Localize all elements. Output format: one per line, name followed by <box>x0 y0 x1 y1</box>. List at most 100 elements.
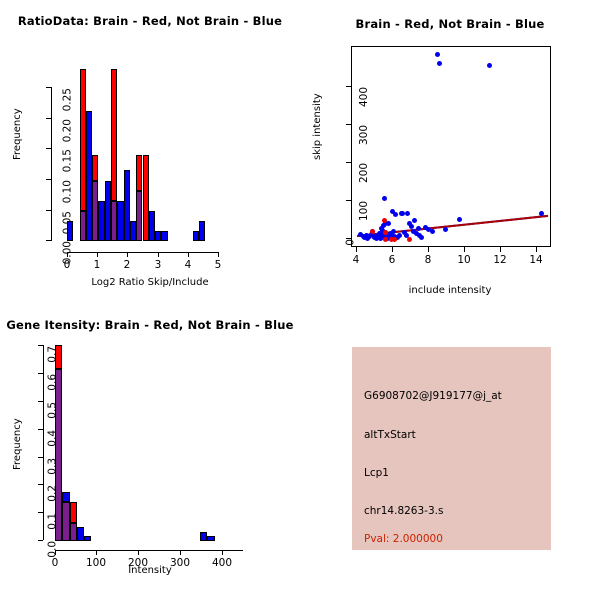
y-tick-1 <box>46 210 51 211</box>
gene-intensity-panel: Gene Itensity: Brain - Red, Not Brain - … <box>0 300 300 600</box>
scatter-point <box>382 218 388 224</box>
sy-tick-4 <box>346 86 351 87</box>
y-tick-3 <box>46 148 51 149</box>
sy-tick-0 <box>346 238 351 239</box>
scatter-point <box>539 210 545 216</box>
gy-tick-7 <box>38 345 43 346</box>
sx-tick-label-5: 14 <box>529 254 543 266</box>
ratio-histogram-panel: RatioData: Brain - Red, Not Brain - Blue… <box>0 0 300 300</box>
ratio-histogram-ylabel: Frequency <box>12 108 23 160</box>
histogram-bar <box>136 154 143 191</box>
gx-tick-label-1: 100 <box>85 557 107 569</box>
histogram-bar <box>69 522 77 541</box>
sy-tick-label-4: 400 <box>358 87 371 108</box>
scatter-point <box>429 229 435 234</box>
gx-tick-label-2: 200 <box>127 557 149 569</box>
x-tick-label-1: 1 <box>93 259 101 271</box>
histogram-bar <box>192 230 200 241</box>
histogram-bar <box>79 210 86 241</box>
ratio-histogram-y-axis <box>51 87 52 241</box>
gy-tick-3 <box>38 457 43 458</box>
scatter-point <box>487 63 493 69</box>
probe-id-text: G6908702@J919177@j_at <box>364 390 502 402</box>
histogram-bar <box>62 491 70 502</box>
gene-histogram-title: Gene Itensity: Brain - Red, Not Brain - … <box>6 318 294 332</box>
scatter-ylabel: skip intensity <box>312 93 323 160</box>
event-type-text: altTxStart <box>364 429 416 441</box>
scatter-point <box>357 232 363 238</box>
gene-histogram-ylabel: Frequency <box>12 418 23 470</box>
y-tick-label-5: 0.25 <box>61 88 74 112</box>
histogram-bar <box>55 345 63 369</box>
scatter-point <box>386 220 392 226</box>
scatter-point <box>376 230 382 236</box>
scatter-point <box>401 229 407 235</box>
scatter-point <box>443 227 449 233</box>
x-tick-label-3: 3 <box>154 259 162 271</box>
scatter-xlabel: include intensity <box>408 285 492 296</box>
pval-text: Pval: 2.000000 <box>364 533 443 545</box>
sx-tick-3 <box>464 247 465 252</box>
scatter-point <box>382 229 388 235</box>
y-tick-4 <box>46 118 51 119</box>
gene-histogram-x-axis <box>55 550 243 551</box>
scatter-point <box>391 234 397 240</box>
gx-tick-2 <box>138 550 139 555</box>
histogram-bar <box>155 230 162 241</box>
scatter-point <box>389 236 395 242</box>
histogram-bar <box>111 200 118 241</box>
sy-tick-3 <box>346 124 351 125</box>
scatter-point <box>408 223 414 229</box>
gx-tick-label-3: 300 <box>169 557 191 569</box>
y-tick-label-2: 0.10 <box>61 180 74 204</box>
scatter-point <box>400 211 406 216</box>
histogram-bar <box>161 230 168 241</box>
scatter-point <box>412 218 418 224</box>
gene-info-box: G6908702@J919177@j_at altTxStart Lcp1 ch… <box>352 347 551 550</box>
y-tick-5 <box>46 87 51 88</box>
sx-tick-label-2: 8 <box>424 254 432 266</box>
histogram-bar <box>200 531 208 541</box>
scatter-point <box>434 51 440 57</box>
scatter-point <box>396 232 402 238</box>
scatter-point <box>377 236 383 242</box>
sx-tick-label-1: 6 <box>388 254 396 266</box>
gy-tick-5 <box>38 401 43 402</box>
sy-tick-label-0: 0 <box>344 239 357 246</box>
y-tick-label-4: 0.20 <box>61 119 74 143</box>
histogram-bar <box>55 368 63 541</box>
histogram-bar <box>123 170 130 241</box>
scatter-point <box>369 232 375 238</box>
histogram-bar <box>79 69 86 211</box>
histogram-bar <box>199 221 206 241</box>
scatter-point <box>403 233 409 239</box>
scatter-point <box>414 230 420 236</box>
x-tick-0 <box>67 252 68 257</box>
gy-tick-4 <box>38 429 43 430</box>
scatter-point <box>437 60 443 66</box>
gx-tick-label-4: 400 <box>211 557 233 569</box>
sx-tick-label-3: 10 <box>457 254 471 266</box>
scatter-panel: Brain - Red, Not Brain - Blue skip inten… <box>300 0 600 300</box>
ratio-histogram-title: RatioData: Brain - Red, Not Brain - Blue <box>17 14 283 28</box>
histogram-bar <box>76 527 85 541</box>
scatter-point <box>379 227 385 233</box>
histogram-bar <box>104 180 112 241</box>
scatter-point <box>422 224 428 230</box>
scatter-point <box>457 217 463 223</box>
histogram-bar <box>92 154 99 181</box>
histogram-bar <box>62 501 70 541</box>
scatter-point <box>419 234 425 240</box>
y-tick-2 <box>46 179 51 180</box>
sx-tick-2 <box>428 247 429 252</box>
scatter-point <box>364 233 370 239</box>
scatter-point <box>415 225 421 231</box>
sx-tick-label-0: 4 <box>352 254 360 266</box>
gy-tick-6 <box>38 373 43 374</box>
x-tick-4 <box>188 252 189 257</box>
sx-tick-4 <box>500 247 501 252</box>
x-tick-label-0: 0 <box>63 259 71 271</box>
sx-tick-label-4: 12 <box>493 254 507 266</box>
x-tick-2 <box>127 252 128 257</box>
x-tick-label-5: 5 <box>214 259 222 271</box>
